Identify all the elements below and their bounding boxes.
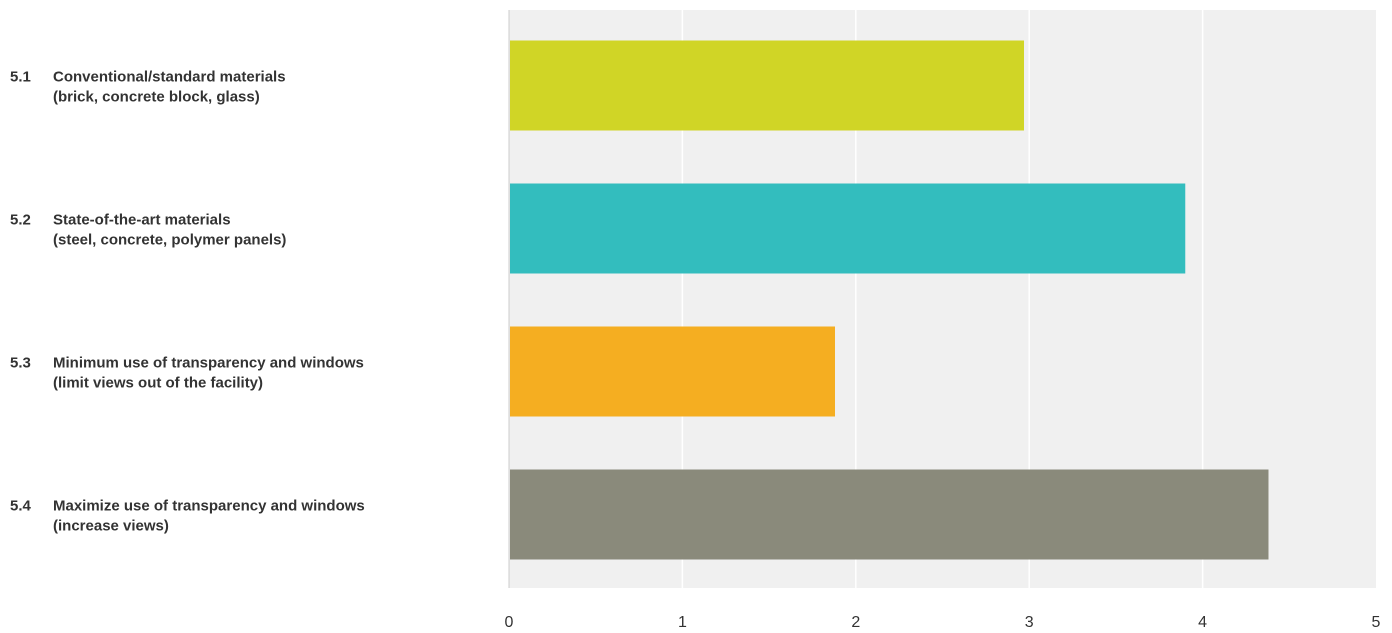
category-number: 5.2 xyxy=(10,212,31,229)
bar xyxy=(510,183,1186,274)
bars xyxy=(510,40,1269,560)
x-tick-label: 3 xyxy=(1025,614,1034,631)
x-tick-label: 2 xyxy=(851,614,860,631)
x-tick-label: 0 xyxy=(505,614,514,631)
bar xyxy=(510,326,835,417)
category-label: State-of-the-art materials xyxy=(53,212,231,229)
x-tick-label: 1 xyxy=(678,614,687,631)
bar xyxy=(510,40,1024,131)
category-label: Minimum use of transparency and windows xyxy=(53,355,364,372)
x-tick-label: 5 xyxy=(1372,614,1381,631)
x-tick-label: 4 xyxy=(1198,614,1207,631)
category-labels: 5.1 Conventional/standard materials (brick… xyxy=(10,69,365,535)
category-number: 5.1 xyxy=(10,69,31,86)
bar xyxy=(510,469,1269,560)
category-number: 5.4 xyxy=(10,498,32,515)
category-label: (limit views out of the facility) xyxy=(53,375,263,392)
category-label: (steel, concrete, polymer panels) xyxy=(53,232,286,249)
category-label: Maximize use of transparency and windows xyxy=(53,498,365,515)
category-label: Conventional/standard materials xyxy=(53,69,286,86)
category-number: 5.3 xyxy=(10,355,31,372)
category-label: (brick, concrete block, glass) xyxy=(53,89,260,106)
category-label: (increase views) xyxy=(53,518,169,535)
x-tick-labels: 0 1 2 3 4 5 xyxy=(505,614,1381,631)
